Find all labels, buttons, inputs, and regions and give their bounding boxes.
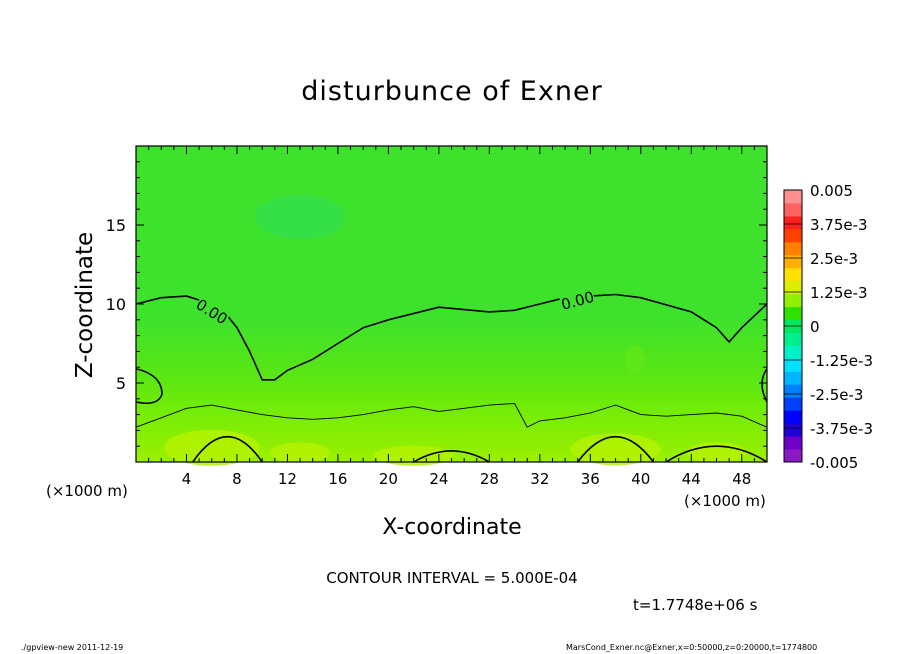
colorbar-swatch: [784, 241, 802, 256]
field-positive-patch: [373, 445, 454, 466]
colorbar-swatch: [784, 228, 802, 243]
x-tick-label: 48: [732, 470, 751, 488]
colorbar-label: -3.75e-3: [810, 420, 873, 438]
x-tick-label: 20: [379, 470, 398, 488]
x-tick-label: 32: [530, 470, 549, 488]
colorbar-swatch: [784, 215, 802, 230]
colorbar-swatch: [784, 384, 802, 398]
colorbar-swatch: [784, 293, 802, 308]
field-background: [136, 146, 767, 462]
y-tick-label: 5: [116, 374, 126, 393]
colorbar-swatch: [784, 358, 802, 372]
footer-right: MarsCond_Exner.nc@Exner,x=0:50000,z=0:20…: [566, 643, 818, 652]
colorbar-swatch: [784, 280, 802, 295]
colorbar-swatch: [784, 332, 802, 346]
contour-line-zero: [135, 293, 768, 381]
contour-line-left-edge: [135, 368, 163, 405]
field-negative-patch: [255, 195, 346, 240]
x-tick-label: 12: [278, 470, 297, 488]
x-axis-title: X-coordinate: [382, 515, 522, 540]
x-tick-label: 44: [682, 470, 701, 488]
colorbar-label: 0.005: [810, 182, 853, 200]
contour-line-lower: [135, 403, 768, 428]
colorbar-swatch: [784, 345, 802, 359]
x-tick-label: 36: [581, 470, 600, 488]
x-tick-label: 4: [182, 470, 192, 488]
contour-label-bg: [558, 287, 597, 313]
contour-label-bg: [193, 295, 231, 328]
colorbar-swatch: [784, 436, 802, 450]
y-axis-unit: (×1000 m): [46, 482, 128, 500]
x-axis-unit: (×1000 m): [684, 492, 766, 510]
contour-line-ground: [577, 436, 655, 463]
footer-left: ./gpview-new 2011-12-19: [21, 643, 124, 652]
field-positive-patch: [570, 433, 661, 466]
colorbar-swatch: [784, 397, 802, 411]
contour-line-ground: [665, 445, 768, 463]
y-axis-title: Z-coordinate: [72, 231, 98, 379]
y-tick-label: 10: [106, 295, 126, 314]
colorbar-label: -1.25e-3: [810, 352, 873, 370]
y-tick-label: 15: [106, 216, 126, 235]
colorbar-swatch: [784, 410, 802, 424]
contour-line-ground: [413, 450, 490, 463]
chart-title: disturbunce of Exner: [301, 76, 603, 107]
colorbar-swatch: [784, 449, 802, 463]
colorbar: 0.005 3.75e-3 2.5e-3 1.25e-3 0 -1.25e-3 -2.5e-…: [783, 182, 873, 472]
time-text: t=1.7748e+06 s: [633, 596, 758, 614]
colorbar-swatch: [784, 254, 802, 269]
x-tick-label: 8: [232, 470, 242, 488]
colorbar-swatch: [784, 267, 802, 282]
colorbar-label: 0: [810, 318, 820, 336]
colorbar-label: 1.25e-3: [810, 284, 868, 302]
x-tick-label: 40: [631, 470, 650, 488]
colorbar-label: -0.005: [810, 454, 858, 472]
x-tick-label: 16: [328, 470, 347, 488]
colorbar-swatch: [784, 190, 802, 204]
colorbar-label: 2.5e-3: [810, 250, 858, 268]
field-patch: [624, 345, 645, 374]
colorbar-swatch: [784, 306, 802, 321]
contour-interval-text: CONTOUR INTERVAL = 5.000E-04: [326, 569, 578, 587]
colorbar-swatch: [784, 423, 802, 437]
colorbar-label: 3.75e-3: [810, 216, 868, 234]
x-tick-label: 24: [429, 470, 448, 488]
field-positive-patch: [270, 442, 331, 463]
colorbar-label: -2.5e-3: [810, 386, 863, 404]
contour-line-ground: [192, 436, 263, 463]
x-tick-label: 28: [480, 470, 499, 488]
colorbar-swatch: [784, 202, 802, 217]
colorbar-swatch: [784, 371, 802, 385]
